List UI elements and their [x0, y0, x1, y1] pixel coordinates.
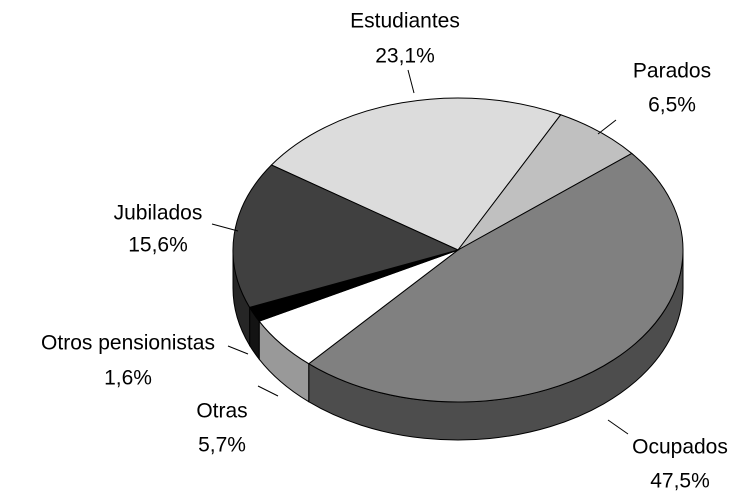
slice-label: Jubilados: [114, 202, 203, 225]
leader-line: [607, 419, 629, 435]
slice-label: Parados: [633, 60, 711, 83]
pie-tops: [232, 97, 684, 403]
leader-line: [257, 385, 279, 397]
labels: Estudiantes 23,1% Parados 6,5% Ocupados …: [41, 10, 728, 493]
value-label: 15,6%: [128, 234, 188, 257]
value-label: 6,5%: [648, 94, 696, 117]
leader-line: [227, 345, 249, 355]
leader-line: [407, 69, 415, 94]
slice: [270, 97, 562, 251]
value-label: 47,5%: [650, 470, 710, 493]
slice-label: Otros pensionistas: [41, 332, 215, 355]
value-label: 5,7%: [198, 434, 246, 457]
slice-label: Ocupados: [632, 436, 728, 459]
leader-line: [211, 223, 239, 232]
slice-label: Estudiantes: [350, 10, 460, 33]
value-label: 23,1%: [375, 45, 435, 68]
leader-lines: [211, 69, 629, 435]
slice-label: Otras: [196, 400, 247, 423]
leader-line: [597, 119, 617, 135]
slice: [307, 152, 684, 403]
slice: [232, 164, 460, 308]
value-label: 1,6%: [104, 367, 152, 390]
